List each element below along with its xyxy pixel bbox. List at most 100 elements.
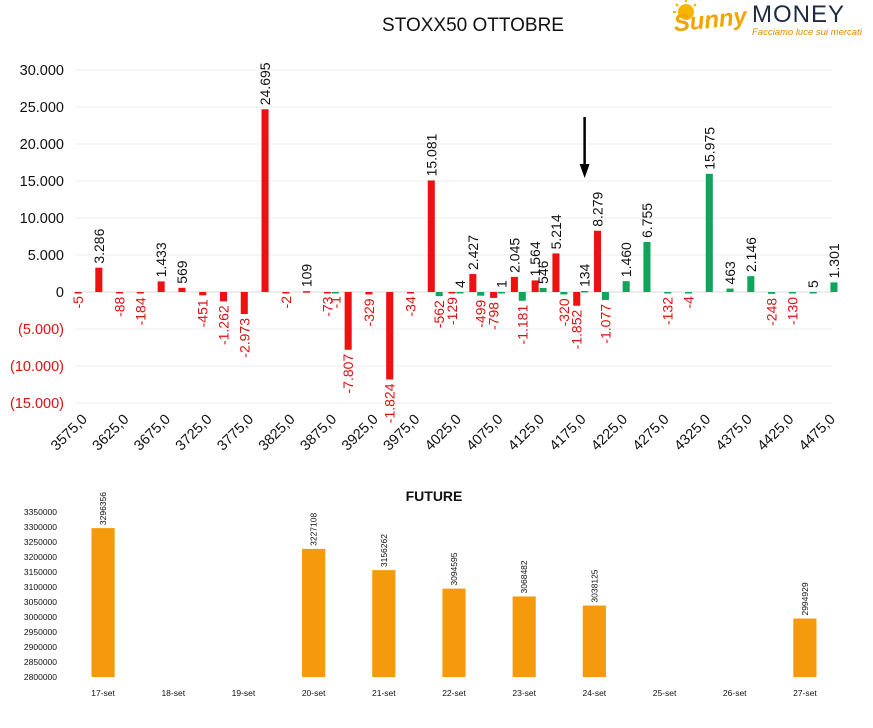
- data-label: 15.081: [423, 133, 439, 176]
- x-tick-label: 3825,0: [256, 412, 299, 455]
- data-label: 1.460: [618, 242, 634, 277]
- logo-money: MONEY: [752, 1, 845, 28]
- x-tick-label: 4325,0: [671, 412, 714, 455]
- call-bar: [726, 288, 734, 292]
- x-axis-labels: 17-set 18-set 19-set 20-set 21-set 22-set 23-s…: [91, 688, 817, 698]
- data-label: -4: [681, 296, 697, 309]
- call-bar: [581, 291, 589, 293]
- y-tick-label: 3200000: [24, 552, 57, 562]
- put-bar: [365, 292, 373, 295]
- call-bar: [643, 242, 651, 292]
- data-label: -1.824: [382, 383, 398, 423]
- put-bar: [219, 292, 228, 302]
- data-label: -88: [112, 296, 128, 316]
- future-bar: [442, 588, 466, 677]
- call-bar: [684, 292, 693, 294]
- down-arrow-icon: [579, 117, 590, 178]
- data-label: -129: [444, 297, 460, 325]
- y-tick-label: 2850000: [24, 657, 57, 667]
- data-label: 15.975: [701, 127, 717, 170]
- y-tick-label: 3300000: [24, 522, 57, 532]
- data-label: -1.262: [215, 305, 231, 345]
- call-bar: [622, 281, 630, 292]
- call-bar: [830, 282, 838, 292]
- put-bar: [406, 292, 415, 294]
- call-bar: [435, 292, 443, 297]
- put-bar: [552, 253, 560, 292]
- y-tick-label: 2950000: [24, 627, 57, 637]
- x-tick-label: 4425,0: [755, 412, 798, 455]
- call-bar: [331, 292, 339, 294]
- data-label: -1.852: [569, 309, 585, 349]
- put-bar: [593, 230, 602, 292]
- data-label: 3094595: [449, 552, 459, 585]
- put-bar: [178, 287, 186, 292]
- data-label: 1.301: [826, 243, 842, 278]
- y-tick-label: 30.000: [20, 63, 64, 79]
- gridlines: [75, 69, 832, 404]
- y-tick-label: 3000000: [24, 612, 57, 622]
- data-label: -248: [764, 298, 780, 326]
- data-label: 109: [299, 264, 315, 288]
- put-bar: [490, 292, 498, 298]
- y-tick-label: 20.000: [20, 137, 64, 153]
- data-label: 134: [577, 263, 593, 287]
- x-tick-label: 3875,0: [297, 412, 340, 455]
- put-bar: [344, 292, 352, 350]
- y-tick-label: 0: [56, 285, 64, 301]
- x-tick-label: 19-set: [232, 688, 256, 698]
- data-label: -132: [660, 297, 676, 325]
- put-bar: [573, 292, 581, 306]
- data-label: -1: [327, 296, 343, 309]
- future-bar: [302, 548, 326, 677]
- x-tick-label: 20-set: [302, 688, 326, 698]
- data-label: -2.973: [236, 318, 252, 358]
- data-label: 5: [805, 280, 821, 288]
- data-label: -5: [70, 296, 86, 309]
- chart-title: FUTURE: [406, 488, 463, 504]
- y-tick-label: (15.000): [10, 396, 64, 412]
- x-axis-labels: 3575,03625,03675,03725,03775,03825,03875…: [48, 412, 839, 455]
- put-bar: [95, 267, 103, 292]
- data-label: -130: [784, 297, 800, 325]
- data-label: -798: [486, 302, 502, 330]
- data-label: 1: [494, 280, 510, 288]
- stoxx50-open-interest-chart: STOXX50 OTTOBRE 30.00025.00020.00015.000…: [10, 15, 842, 455]
- data-label: 2.427: [465, 235, 481, 270]
- data-label: 3296356: [98, 492, 108, 525]
- x-tick-label: 18-set: [161, 688, 185, 698]
- data-label: -184: [132, 297, 148, 325]
- x-tick-label: 4225,0: [588, 412, 631, 455]
- call-bar: [705, 173, 713, 292]
- y-tick-label: 2800000: [24, 672, 57, 682]
- call-bar: [518, 292, 526, 301]
- y-axis-labels: 3350000 3300000 3250000 3200000 3150000 31000…: [24, 507, 57, 682]
- call-bar: [539, 287, 547, 292]
- data-label: -451: [195, 299, 211, 327]
- data-label: 4: [452, 280, 468, 288]
- y-tick-label: 5.000: [28, 248, 64, 264]
- put-bar: [157, 281, 165, 292]
- arrow-head: [579, 164, 590, 178]
- data-label: -499: [473, 299, 489, 327]
- future-volume-chart: FUTURE 3350000 3300000 3250000 3200000 31500…: [24, 488, 817, 698]
- x-tick-label: 21-set: [372, 688, 396, 698]
- data-label: -329: [361, 298, 377, 326]
- put-bar: [199, 292, 207, 296]
- data-label: 3.286: [91, 228, 107, 263]
- data-label: -7.807: [340, 354, 356, 394]
- future-bar: [793, 618, 817, 677]
- y-tick-label: (10.000): [10, 359, 64, 375]
- x-tick-label: 24-set: [583, 688, 607, 698]
- data-label: 5.214: [548, 214, 564, 249]
- y-tick-label: 3250000: [24, 537, 57, 547]
- x-tick-label: 27-set: [793, 688, 817, 698]
- call-bar: [601, 292, 609, 300]
- put-bar: [282, 292, 290, 294]
- y-tick-label: 3050000: [24, 597, 57, 607]
- data-label: 2.146: [743, 237, 759, 272]
- data-label: 8.279: [589, 191, 605, 226]
- data-label: -73: [319, 296, 335, 316]
- x-tick-label: 4025,0: [422, 412, 465, 455]
- put-bar: [116, 292, 124, 294]
